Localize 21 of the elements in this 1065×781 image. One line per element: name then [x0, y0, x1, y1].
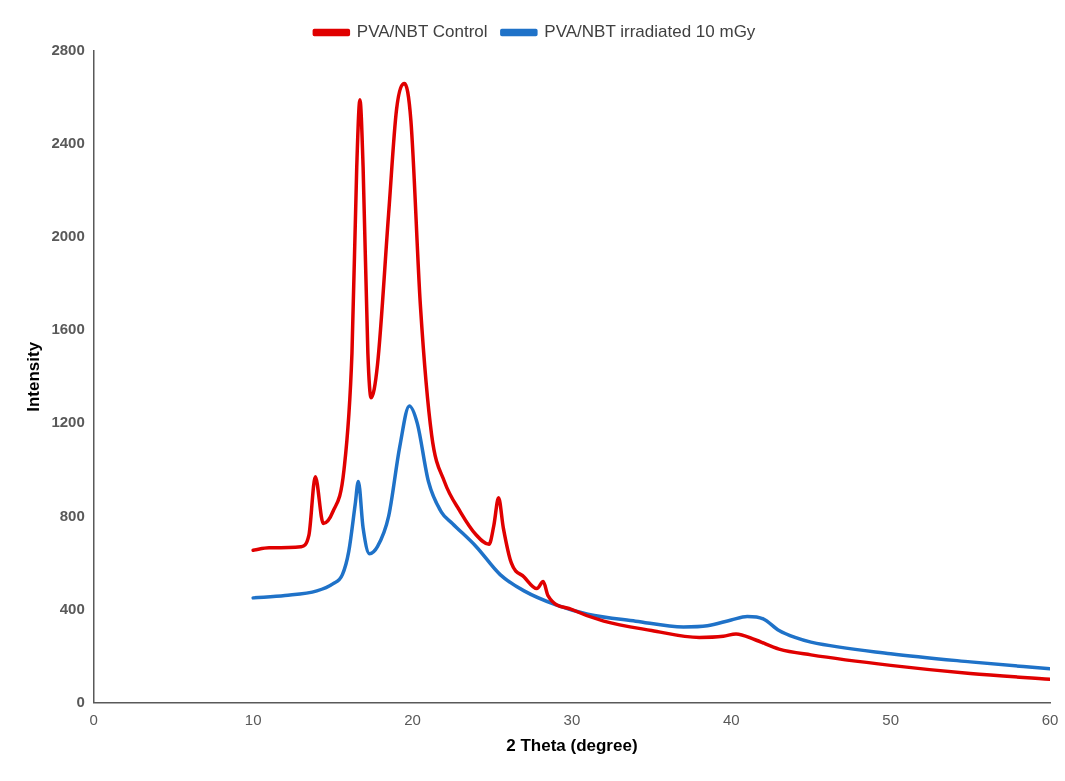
line-series: [251, 81, 1050, 682]
y-tick-label: 2800: [51, 41, 85, 59]
y-tick-label: 800: [59, 506, 85, 524]
y-tick-label: 2400: [51, 134, 85, 152]
y-tick-label: 400: [59, 599, 85, 617]
x-tick-label: 60: [1041, 710, 1059, 728]
y-tick-label: 0: [76, 692, 85, 710]
y-tick-label: 1200: [51, 413, 85, 431]
line-series: [251, 404, 1050, 671]
x-tick-label: 0: [89, 710, 98, 728]
legend-label: PVA/NBT Control: [356, 22, 488, 42]
y-axis-title: Intensity: [23, 341, 43, 412]
legend-label: PVA/NBT irradiated 10 mGy: [544, 22, 756, 42]
x-tick-label: 30: [563, 710, 581, 728]
x-tick-label: 50: [882, 710, 899, 728]
x-tick-label: 10: [244, 710, 262, 728]
y-tick-label: 2000: [51, 227, 85, 245]
y-tick-label: 1600: [51, 320, 85, 338]
x-tick-label: 20: [404, 710, 421, 728]
x-tick-label: 40: [722, 710, 740, 728]
x-axis-title: 2 Theta (degree): [506, 736, 638, 756]
